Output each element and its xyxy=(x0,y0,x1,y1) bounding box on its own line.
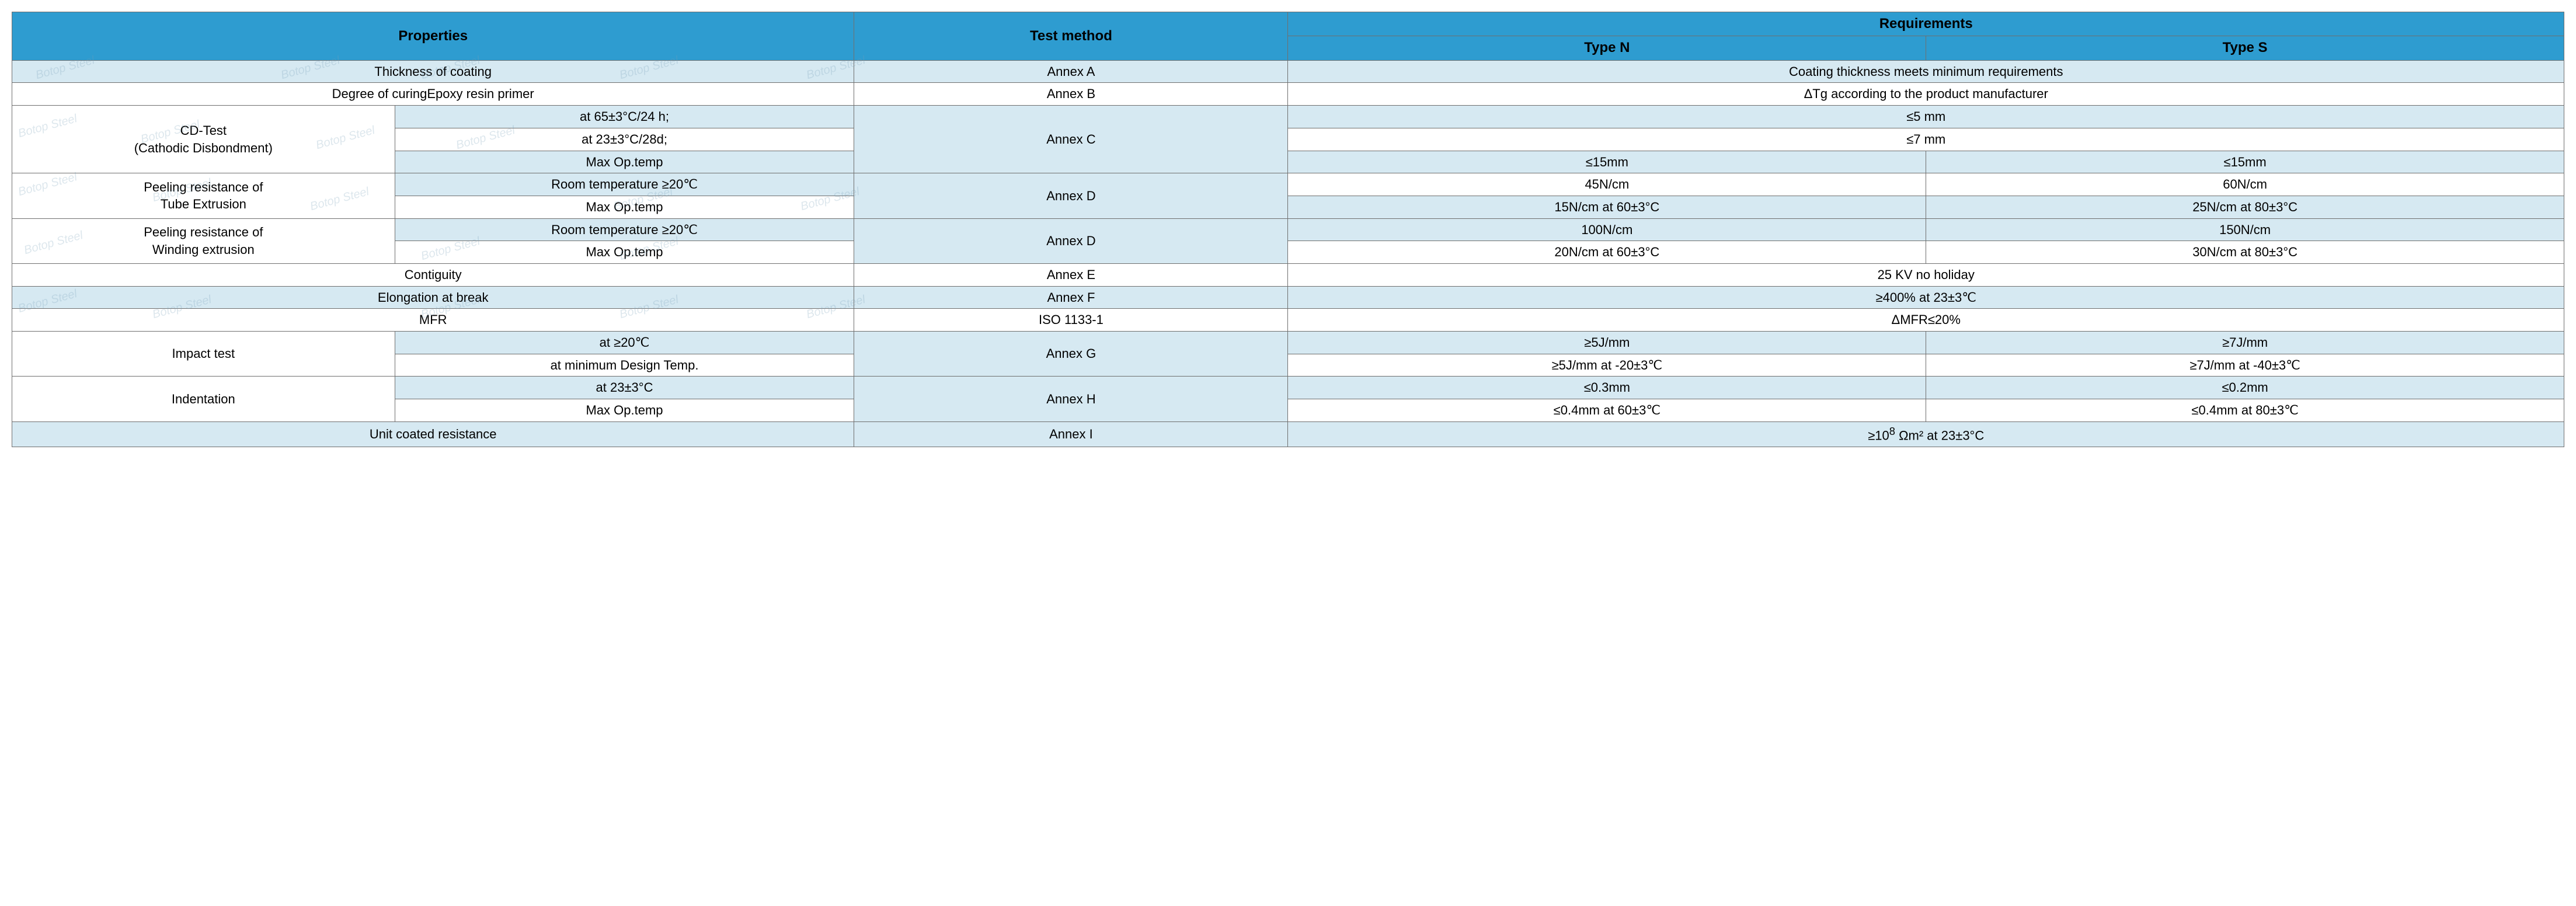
indent-v1n: ≤0.3mm xyxy=(1288,377,1926,399)
peeling-tube-l2: Tube Extrusion xyxy=(161,197,246,211)
method-annex-a: Annex A xyxy=(854,60,1288,83)
req-thickness: Coating thickness meets minimum requirem… xyxy=(1288,60,2564,83)
method-iso-1133-1: ISO 1133-1 xyxy=(854,309,1288,332)
prop-contiguity: Contiguity xyxy=(12,263,854,286)
indent-v2s: ≤0.4mm at 80±3℃ xyxy=(1926,399,2564,422)
cd-test-cond-1: at 65±3°C/24 h; xyxy=(395,106,854,128)
method-annex-d-1: Annex D xyxy=(854,173,1288,218)
cd-test-val-1: ≤5 mm xyxy=(1288,106,2564,128)
peeling-winding-v2n: 20N/cm at 60±3°C xyxy=(1288,241,1926,264)
peeling-winding-cond-2: Max Op.temp xyxy=(395,241,854,264)
peeling-tube-v2n: 15N/cm at 60±3°C xyxy=(1288,196,1926,218)
cd-test-val-3n: ≤15mm xyxy=(1288,151,1926,173)
cd-test-cond-2: at 23±3°C/28d; xyxy=(395,128,854,151)
impact-cond-1: at ≥20℃ xyxy=(395,332,854,354)
header-type-n: Type N xyxy=(1288,36,1926,60)
prop-unit-coated-resistance: Unit coated resistance xyxy=(12,421,854,447)
header-requirements: Requirements xyxy=(1288,12,2564,36)
peeling-winding-cond-1: Room temperature ≥20℃ xyxy=(395,218,854,241)
header-properties: Properties xyxy=(12,12,854,61)
impact-v2s: ≥7J/mm at -40±3℃ xyxy=(1926,354,2564,377)
method-annex-d-2: Annex D xyxy=(854,218,1288,263)
req-delta-tg: ΔTg according to the product manufacture… xyxy=(1288,83,2564,106)
method-annex-f: Annex F xyxy=(854,286,1288,309)
impact-v1s: ≥7J/mm xyxy=(1926,332,2564,354)
cd-test-cond-3: Max Op.temp xyxy=(395,151,854,173)
method-annex-i: Annex I xyxy=(854,421,1288,447)
peeling-winding-v1s: 150N/cm xyxy=(1926,218,2564,241)
peeling-tube-v1s: 60N/cm xyxy=(1926,173,2564,196)
peeling-tube-cond-1: Room temperature ≥20℃ xyxy=(395,173,854,196)
cd-test-line2: (Cathodic Disbondment) xyxy=(134,141,273,155)
peeling-winding-l1: Peeling resistance of xyxy=(144,225,263,239)
method-annex-c: Annex C xyxy=(854,106,1288,173)
prop-elongation: Elongation at break xyxy=(12,286,854,309)
peeling-winding-v2s: 30N/cm at 80±3°C xyxy=(1926,241,2564,264)
prop-thickness-coating: Thickness of coating xyxy=(12,60,854,83)
prop-cd-test: CD-Test (Cathodic Disbondment) xyxy=(12,106,395,173)
properties-requirements-table: Properties Test method Requirements Type… xyxy=(12,12,2564,447)
impact-v2n: ≥5J/mm at -20±3℃ xyxy=(1288,354,1926,377)
peeling-tube-l1: Peeling resistance of xyxy=(144,180,263,194)
indent-v2n: ≤0.4mm at 60±3℃ xyxy=(1288,399,1926,422)
peeling-tube-v1n: 45N/cm xyxy=(1288,173,1926,196)
cd-test-val-3s: ≤15mm xyxy=(1926,151,2564,173)
header-type-s: Type S xyxy=(1926,36,2564,60)
method-annex-g: Annex G xyxy=(854,332,1288,377)
cd-test-line1: CD-Test xyxy=(180,123,227,138)
impact-v1n: ≥5J/mm xyxy=(1288,332,1926,354)
cd-test-val-2: ≤7 mm xyxy=(1288,128,2564,151)
req-mfr: ΔMFR≤20% xyxy=(1288,309,2564,332)
peeling-tube-v2s: 25N/cm at 80±3°C xyxy=(1926,196,2564,218)
indent-v1s: ≤0.2mm xyxy=(1926,377,2564,399)
prop-mfr: MFR xyxy=(12,309,854,332)
method-annex-e: Annex E xyxy=(854,263,1288,286)
prop-peeling-tube: Peeling resistance of Tube Extrusion xyxy=(12,173,395,218)
header-test-method: Test method xyxy=(854,12,1288,61)
peeling-winding-v1n: 100N/cm xyxy=(1288,218,1926,241)
req-elongation: ≥400% at 23±3℃ xyxy=(1288,286,2564,309)
method-annex-h: Annex H xyxy=(854,377,1288,421)
peeling-winding-l2: Winding extrusion xyxy=(152,242,255,257)
indent-cond-2: Max Op.temp xyxy=(395,399,854,422)
prop-indentation: Indentation xyxy=(12,377,395,421)
impact-cond-2: at minimum Design Temp. xyxy=(395,354,854,377)
prop-impact-test: Impact test xyxy=(12,332,395,377)
peeling-tube-cond-2: Max Op.temp xyxy=(395,196,854,218)
prop-peeling-winding: Peeling resistance of Winding extrusion xyxy=(12,218,395,263)
req-contiguity: 25 KV no holiday xyxy=(1288,263,2564,286)
prop-degree-curing: Degree of curingEpoxy resin primer xyxy=(12,83,854,106)
req-unit-coated-resistance: ≥108 Ωm² at 23±3°C xyxy=(1288,421,2564,447)
method-annex-b: Annex B xyxy=(854,83,1288,106)
indent-cond-1: at 23±3°C xyxy=(395,377,854,399)
